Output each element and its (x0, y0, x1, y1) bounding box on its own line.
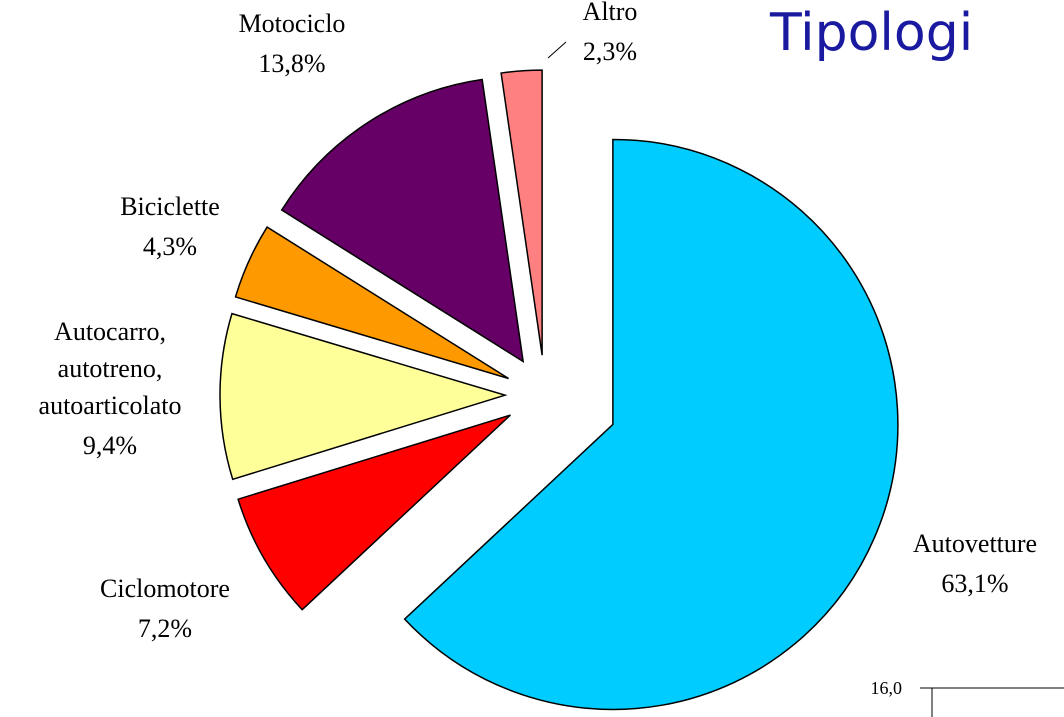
pie-slice (280, 78, 525, 363)
slice-value: 2,3% (583, 37, 637, 66)
slice-value: 4,3% (143, 232, 197, 261)
pie-slice (237, 414, 511, 611)
slice-label: Ciclomotore (100, 574, 230, 603)
slice-label: Autovetture (913, 529, 1037, 558)
pie-slice (403, 138, 899, 711)
leader-line (547, 41, 567, 59)
label-line: Autovetture (913, 529, 1037, 558)
pie-slice (234, 226, 509, 380)
slice-value: 63,1% (941, 569, 1008, 598)
pie-slice (500, 69, 543, 356)
slice-label: Biciclette (120, 192, 220, 221)
label-line: Altro (583, 0, 638, 26)
slice-label: Autocarro, autotreno, autoarticolato (39, 317, 182, 420)
label-line: Biciclette (120, 192, 220, 221)
chart-title: Tipologi (769, 3, 973, 63)
slice-label: Altro (583, 0, 638, 26)
label-line: Motociclo (239, 9, 346, 38)
slice-value: 13,8% (258, 49, 325, 78)
y-tick-label: 16,0 (871, 678, 903, 698)
slice-value: 7,2% (138, 614, 192, 643)
label-line: autotreno, (58, 354, 163, 383)
slice-label: Motociclo (239, 9, 346, 38)
label-line: Ciclomotore (100, 574, 230, 603)
label-line: Autocarro, (54, 317, 166, 346)
pie-slice (219, 312, 508, 481)
slice-value: 9,4% (83, 431, 137, 460)
label-line: autoarticolato (39, 391, 182, 420)
